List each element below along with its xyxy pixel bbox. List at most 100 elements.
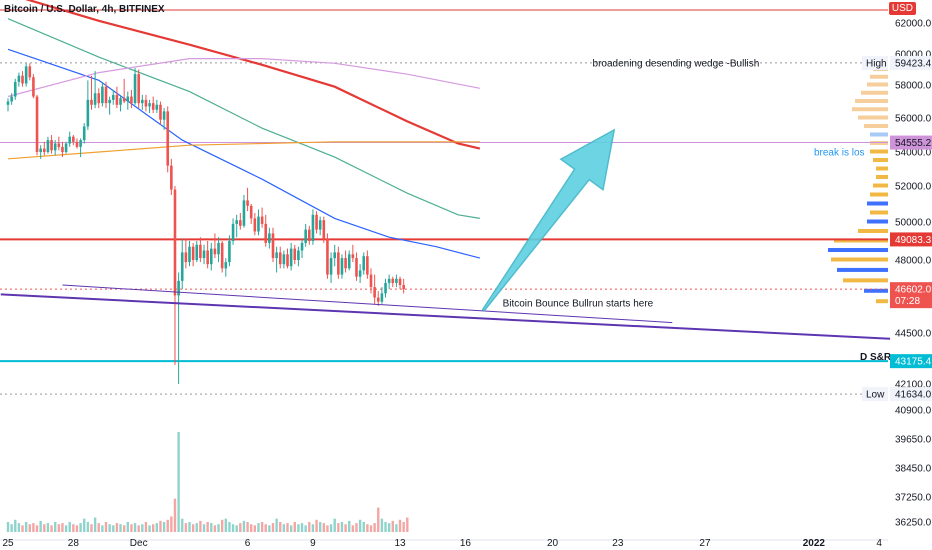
x-tick-label-7: 20 [547,538,559,549]
candle-body-87 [322,220,326,240]
currency-badge[interactable]: USD [888,2,916,15]
candle-body-6 [28,66,32,78]
moving-average-3 [7,141,480,160]
volume-profile-bar-2 [867,82,888,87]
candle-body-55 [206,250,209,265]
volume-profile-bar-14 [873,183,888,188]
volume-bar-47 [177,432,180,532]
volume-profile-bar-3 [861,90,888,95]
candle-body-59 [220,242,224,269]
candle-body-34 [130,96,133,104]
candle-body-39 [148,103,151,107]
y-tick-label-9: 42100.0 [895,380,932,391]
candle-body-53 [199,244,202,259]
volume-bar-83 [308,522,311,532]
x-tick-label-9: 27 [699,538,711,549]
volume-bar-82 [304,525,307,532]
candle-body-102 [376,297,380,302]
volume-bar-10 [43,524,46,532]
candle-body-13 [53,143,57,151]
candle-body-71 [264,223,268,243]
volume-bar-33 [126,522,129,532]
volume-bar-84 [311,524,315,532]
volume-bar-103 [380,518,384,532]
candle-body-70 [260,216,264,224]
volume-bar-28 [108,524,111,532]
x-tick-label-6: 16 [460,538,472,549]
candle-body-16 [64,143,68,152]
volume-bar-81 [300,523,304,532]
volume-bar-98 [362,522,365,532]
candle-body-65 [242,200,246,226]
candle-body-63 [235,220,238,224]
volume-bar-32 [122,525,126,532]
candle-body-52 [195,244,199,260]
volume-bar-85 [315,519,318,532]
volume-profile-bar-4 [855,99,888,103]
volume-bar-94 [348,520,351,532]
volume-bar-109 [402,522,405,532]
volume-bar-39 [148,525,151,532]
volume-bar-90 [333,518,336,532]
candle-body-2 [13,81,17,97]
volume-bar-13 [53,522,57,532]
price-label-0: 49083.3 [895,235,932,246]
volume-bar-2 [14,519,17,532]
annotation-0: broadening desending wedge -Bullish [593,58,760,69]
trend-line-1 [62,284,673,324]
candle-body-7 [32,77,35,97]
candle-body-38 [144,99,148,107]
volume-bar-63 [235,525,238,532]
level-tag-4: Low [866,390,885,401]
candle-body-98 [362,256,366,271]
candle-body-90 [333,252,336,259]
x-tick-label-5: 13 [394,538,406,549]
price-label-bg-2 [890,135,932,150]
volume-bar-21 [83,518,86,532]
volume-bar-106 [391,520,394,532]
volume-profile-bar-17 [870,210,888,215]
level-tag-bg-3 [862,55,888,70]
volume-bar-74 [275,518,278,532]
y-tick-label-12: 38450.0 [895,464,932,475]
volume-bar-95 [351,525,355,532]
candle-body-107 [395,278,398,283]
volume-bar-58 [217,524,220,532]
candle-body-31 [119,98,122,105]
volume-bar-5 [24,522,28,532]
candle-body-79 [293,248,297,260]
candle-body-40 [151,103,155,110]
candle-body-99 [366,256,369,275]
volume-bar-55 [206,522,209,532]
candle-body-96 [355,258,358,277]
candle-body-47 [177,280,180,296]
candle-body-77 [286,254,289,267]
chart-title: Bitcoin / U.S. Dollar, 4h, BITFINEX [4,4,165,15]
candle-body-97 [358,270,362,277]
x-tick-label-4: 9 [310,538,316,549]
candle-body-56 [209,248,213,265]
volume-bar-7 [32,523,35,532]
candle-body-61 [228,241,231,263]
y-tick-label-4: 54000.0 [895,148,932,159]
volume-bar-48 [181,518,184,532]
volume-bar-36 [137,525,140,532]
candle-body-75 [278,252,282,265]
price-label-1: 43175.4 [895,357,932,368]
y-tick-label-11: 39650.0 [895,435,932,446]
volume-profile-bar-6 [858,115,888,120]
candle-body-92 [340,258,344,275]
candle-body-95 [351,254,355,259]
price-label-bg-3 [890,55,932,70]
volume-bar-101 [373,523,376,532]
volume-bar-110 [406,517,409,532]
candle-body-4 [21,75,24,84]
volume-bar-40 [152,524,155,532]
volume-bar-59 [220,519,224,532]
candle-body-28 [108,99,111,104]
candle-body-5 [24,66,28,84]
volume-bar-4 [21,525,24,532]
candle-body-46 [173,189,177,296]
volume-bar-46 [173,498,177,532]
